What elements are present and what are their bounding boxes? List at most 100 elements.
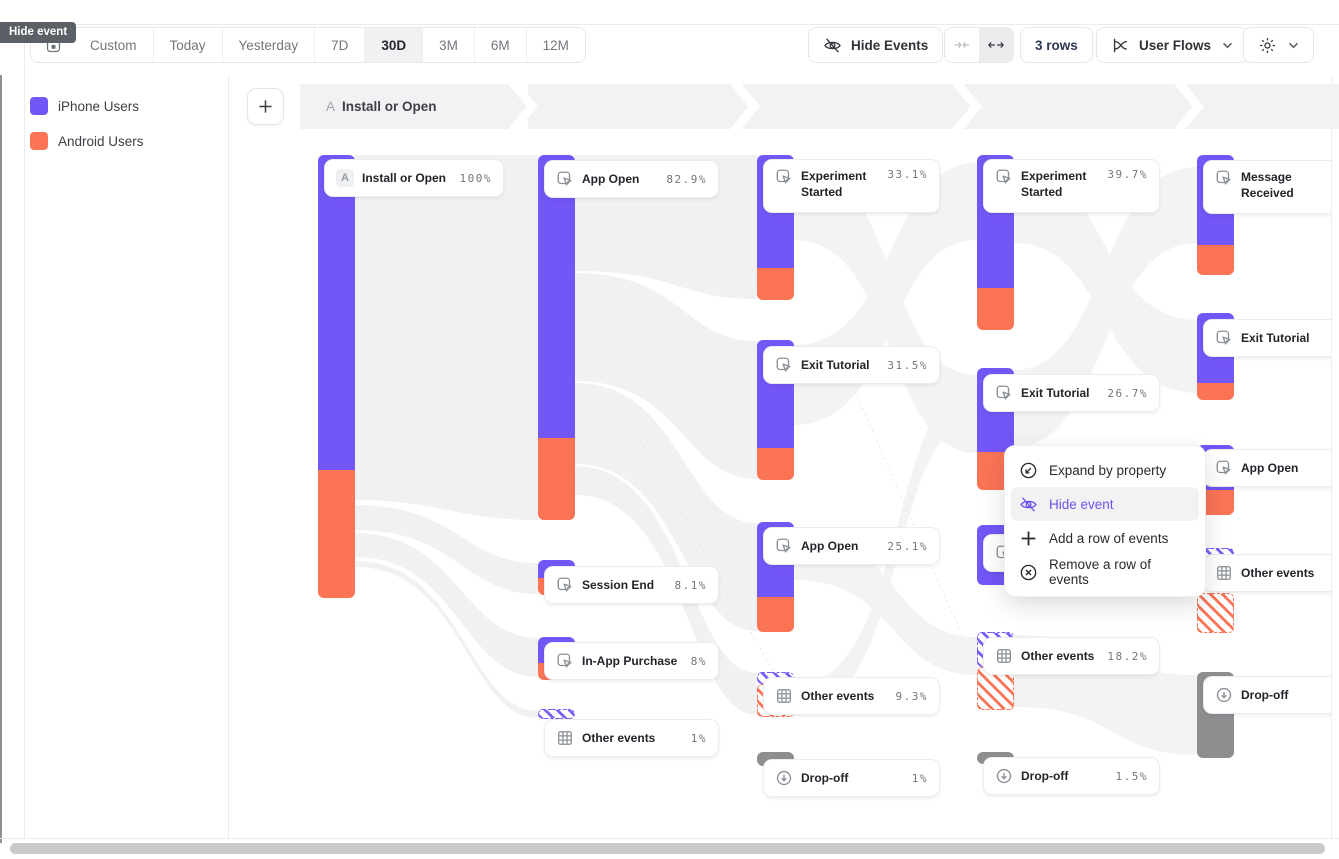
flow-card-session-end[interactable]: Session End 8.1%	[545, 567, 718, 603]
event-label: Experiment Started	[1021, 169, 1087, 200]
legend-item-iphone-users[interactable]: iPhone Users	[30, 97, 139, 115]
custom-event-icon	[1215, 329, 1233, 347]
time-range-30d[interactable]: 30D	[364, 28, 423, 62]
chevron-down-icon	[1223, 42, 1232, 48]
event-percent: 39.7%	[1107, 168, 1148, 181]
funnel-step-segment[interactable]	[300, 84, 538, 129]
hide-events-button[interactable]: Hide Events	[808, 27, 944, 63]
flow-card-install-or-open[interactable]: A Install or Open 100%	[325, 160, 503, 196]
flow-card-app-open-3[interactable]: App Open	[1204, 450, 1331, 486]
event-percent: 1.5%	[1115, 769, 1148, 783]
content-right-border	[1331, 75, 1332, 838]
step-letter-badge: A	[336, 169, 354, 187]
breadcrumb: A Install or Open	[326, 84, 437, 129]
drop-off-icon	[1215, 686, 1233, 704]
flow-card-app-open[interactable]: App Open 82.9%	[545, 161, 718, 197]
menu-item-remove-row-of-events[interactable]: Remove a row of events	[1011, 555, 1199, 589]
funnel-steps-bar: A Install or Open	[300, 84, 1339, 129]
plus-icon	[259, 100, 272, 113]
event-percent: 18.2%	[1107, 649, 1148, 663]
content-bottom-border	[0, 838, 1339, 839]
horizontal-scrollbar[interactable]	[10, 843, 1325, 854]
time-range-3m[interactable]: 3M	[422, 28, 474, 62]
flow-card-in-app-purchase[interactable]: In-App Purchase 8%	[545, 643, 718, 679]
event-label: App Open	[582, 171, 640, 186]
event-label: Drop-off	[1021, 768, 1069, 783]
custom-event-icon	[556, 652, 574, 670]
flow-card-exit-tutorial[interactable]: Exit Tutorial 31.5%	[764, 347, 939, 383]
flow-bar-other-events-4b[interactable]	[1197, 593, 1234, 633]
event-label: Exit Tutorial	[801, 357, 870, 372]
event-percent: 100%	[459, 171, 492, 185]
event-label: In-App Purchase	[582, 653, 678, 668]
drop-off-icon	[775, 769, 793, 787]
flow-card-message-received[interactable]: Message Received	[1204, 161, 1331, 213]
time-range-today[interactable]: Today	[152, 28, 222, 62]
flow-bar-other-events[interactable]	[538, 709, 575, 719]
event-label: Other events	[1241, 565, 1315, 580]
settings-dropdown[interactable]	[1243, 27, 1314, 63]
sidebar-divider	[228, 75, 229, 838]
funnel-step-strip[interactable]	[528, 84, 1339, 129]
grid-icon	[1215, 564, 1233, 582]
menu-item-label: Expand by property	[1049, 462, 1167, 478]
event-label: Exit Tutorial	[1021, 385, 1090, 400]
time-range-6m[interactable]: 6M	[473, 28, 526, 62]
menu-item-expand-by-property[interactable]: Expand by property	[1011, 453, 1199, 487]
event-label: Other events	[801, 688, 875, 703]
grid-icon	[556, 729, 574, 747]
step-name: Install or Open	[342, 99, 437, 114]
flow-card-other-events-2[interactable]: Other events 9.3%	[764, 678, 939, 714]
time-range-custom[interactable]: Custom	[90, 37, 137, 53]
flow-card-drop-off[interactable]: Drop-off 1%	[764, 760, 939, 796]
event-label: Other events	[1021, 648, 1095, 663]
custom-event-icon	[775, 168, 793, 186]
legend-item-android-users[interactable]: Android Users	[30, 132, 144, 150]
chart-type-label: User Flows	[1139, 37, 1212, 53]
eye-off-icon	[824, 37, 841, 53]
event-percent: 8%	[690, 654, 707, 668]
event-label: App Open	[801, 538, 859, 553]
flow-card-exit-tutorial-2[interactable]: Exit Tutorial 26.7%	[984, 375, 1159, 411]
event-label: Experiment Started	[801, 169, 867, 200]
custom-event-icon	[1215, 459, 1233, 477]
custom-event-icon	[775, 356, 793, 374]
column-width-toggle	[944, 27, 1014, 63]
circle-x-icon	[1019, 563, 1038, 582]
legend-label: iPhone Users	[58, 98, 140, 114]
expand-columns-button[interactable]	[979, 28, 1013, 62]
event-label: App Open	[1241, 460, 1299, 475]
event-percent: 8.1%	[674, 578, 707, 592]
chart-type-dropdown[interactable]: User Flows	[1096, 27, 1249, 63]
bar-segment-iphone	[538, 155, 575, 438]
legend-swatch-orange	[30, 132, 48, 150]
rows-count-label: 3 rows	[1035, 37, 1078, 53]
event-label: Exit Tutorial	[1241, 330, 1310, 345]
menu-item-add-row-of-events[interactable]: Add a row of events	[1011, 521, 1199, 555]
flow-card-other-events[interactable]: Other events 1%	[545, 720, 718, 756]
flow-card-other-events-3[interactable]: Other events 18.2%	[984, 638, 1159, 674]
time-range-yesterday[interactable]: Yesterday	[221, 28, 315, 62]
rows-count-button[interactable]: 3 rows	[1020, 27, 1093, 63]
flow-card-exit-tutorial-3[interactable]: Exit Tutorial	[1204, 320, 1331, 356]
flow-card-drop-off-2[interactable]: Drop-off 1.5%	[984, 758, 1159, 794]
flow-card-drop-off-3[interactable]: Drop-off	[1204, 677, 1331, 713]
flow-card-app-open-2[interactable]: App Open 25.1%	[764, 528, 939, 564]
custom-event-icon	[1215, 169, 1233, 187]
time-range-12m[interactable]: 12M	[525, 28, 585, 62]
menu-item-label: Remove a row of events	[1049, 557, 1152, 587]
flow-card-experiment-started[interactable]: Experiment Started 33.1%	[764, 160, 939, 212]
flow-bar-app-open[interactable]	[538, 155, 575, 520]
flow-bar-install-or-open[interactable]	[318, 155, 355, 598]
arrows-inward-icon	[954, 41, 970, 49]
time-range-7d[interactable]: 7D	[314, 28, 364, 62]
event-context-menu: Expand by property Hide event Add a row …	[1005, 446, 1205, 596]
menu-item-hide-event[interactable]: Hide event	[1011, 487, 1199, 521]
event-percent: 26.7%	[1107, 386, 1148, 400]
collapse-columns-button[interactable]	[945, 28, 979, 62]
bar-segment-android	[318, 470, 355, 598]
flow-card-experiment-started-2[interactable]: Experiment Started 39.7%	[984, 160, 1159, 212]
flow-card-other-events-4[interactable]: Other events	[1204, 555, 1331, 591]
custom-event-icon	[995, 384, 1013, 402]
add-step-button[interactable]	[247, 88, 284, 125]
